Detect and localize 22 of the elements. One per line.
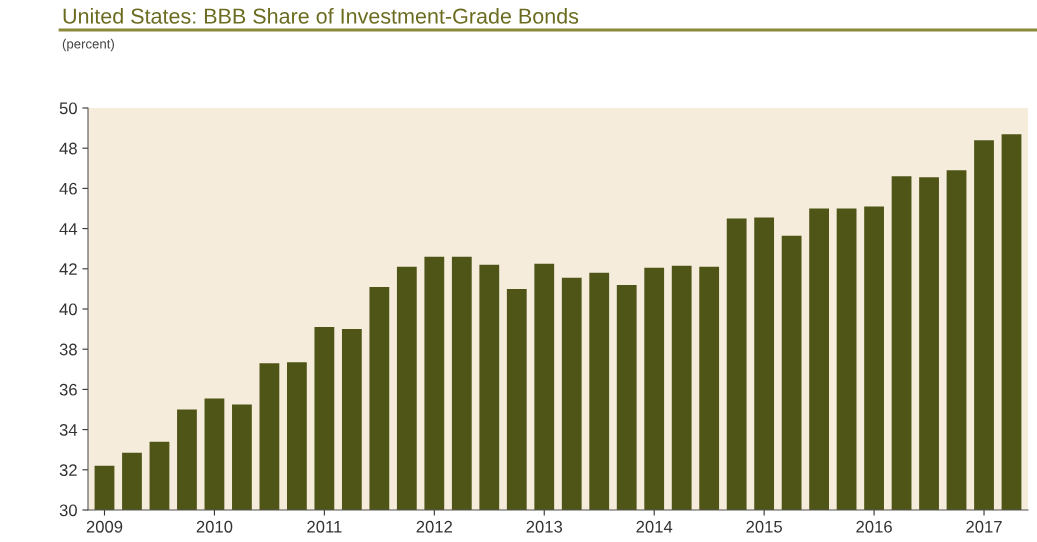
y-tick-label: 36 [59,383,77,396]
y-tick-label: 42 [59,263,77,275]
y-tick-label: 46 [59,182,77,195]
chart-title: United States: BBB Share of Investment-Grade Bonds [63,7,579,24]
y-tick-label: 44 [59,223,78,235]
x-tick-label: 2017 [966,520,1002,533]
y-tick-label: 32 [59,464,77,476]
y-tick-label: 40 [59,303,77,316]
y-tick-label: 38 [59,343,77,356]
x-tick-label: 2009 [86,520,123,533]
y-tick-label: 48 [59,142,77,155]
y-tick-label: 30 [59,504,77,517]
y-tick-label: 50 [59,102,77,115]
y-tick-label: 34 [59,424,78,436]
x-tick-label: 2010 [196,520,233,533]
x-tick-label: 2016 [856,520,892,533]
x-tick-label: 2014 [636,520,673,533]
x-tick-label: 2013 [526,520,563,533]
x-tick-label: 2012 [416,520,453,533]
x-tick-label: 2011 [307,520,342,533]
x-tick-label: 2015 [746,520,782,533]
y-axis-title: (percent) [62,38,114,52]
